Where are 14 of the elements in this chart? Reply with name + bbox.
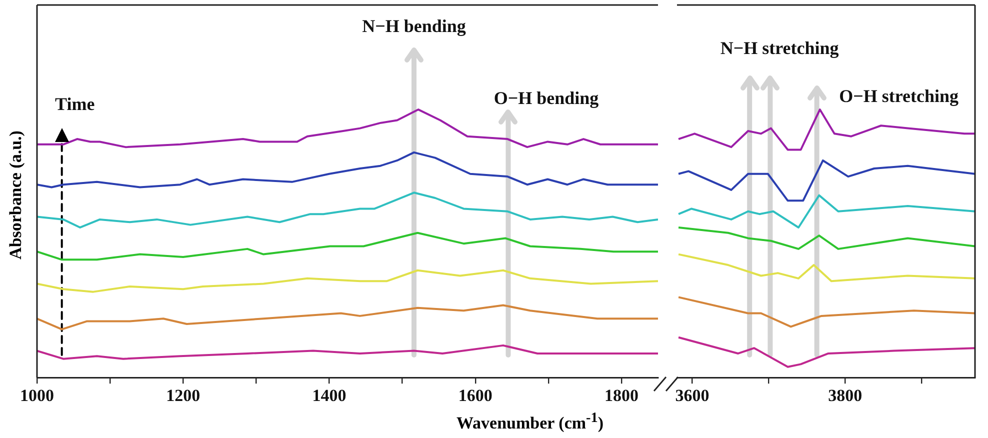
x-tick-label: 1800: [604, 386, 638, 406]
y-axis-title: Absorbance (a.u.): [6, 130, 26, 260]
x-tick-label: 1200: [166, 386, 200, 406]
ref-line-label: O−H bending: [494, 88, 599, 108]
x-tick-label: 1000: [20, 386, 54, 406]
x-tick-label: 3800: [828, 386, 862, 406]
x-axis-title: Wavenumber (cm$^{-1}$): [456, 410, 604, 434]
x-tick-label: 1400: [312, 386, 346, 406]
ref-line-label: Time: [55, 94, 95, 114]
ref-line-label: O−H stretching: [839, 86, 959, 106]
ref-line-label: N−H bending: [362, 16, 466, 36]
ref-line-label: N−H stretching: [720, 38, 839, 58]
x-tick-label: 1600: [458, 386, 492, 406]
x-tick-label: 3600: [675, 386, 710, 406]
